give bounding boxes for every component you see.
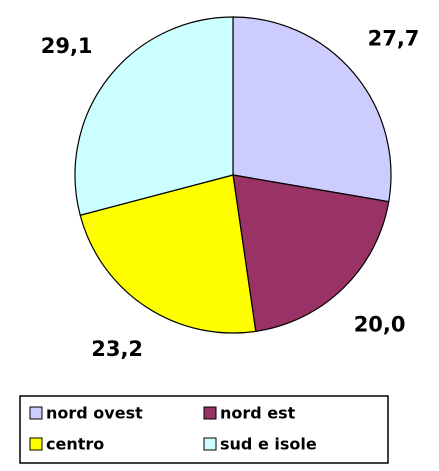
legend-swatch — [203, 406, 217, 420]
legend-swatch — [29, 437, 43, 451]
value-label: 23,2 — [91, 337, 143, 361]
value-label: 20,0 — [354, 312, 406, 336]
pie-slice — [232, 16, 392, 203]
pie-slice — [79, 174, 257, 334]
legend-label: centro — [46, 435, 104, 454]
legend-swatch — [29, 406, 43, 420]
legend-label: nord est — [220, 404, 296, 423]
value-label: 27,7 — [368, 27, 420, 51]
legend-label: sud e isole — [220, 435, 317, 454]
legend-swatch — [203, 437, 217, 451]
pie-slice — [232, 174, 390, 333]
pie-slice — [74, 16, 234, 216]
legend-label: nord ovest — [46, 404, 143, 423]
value-label: 29,1 — [41, 34, 93, 58]
